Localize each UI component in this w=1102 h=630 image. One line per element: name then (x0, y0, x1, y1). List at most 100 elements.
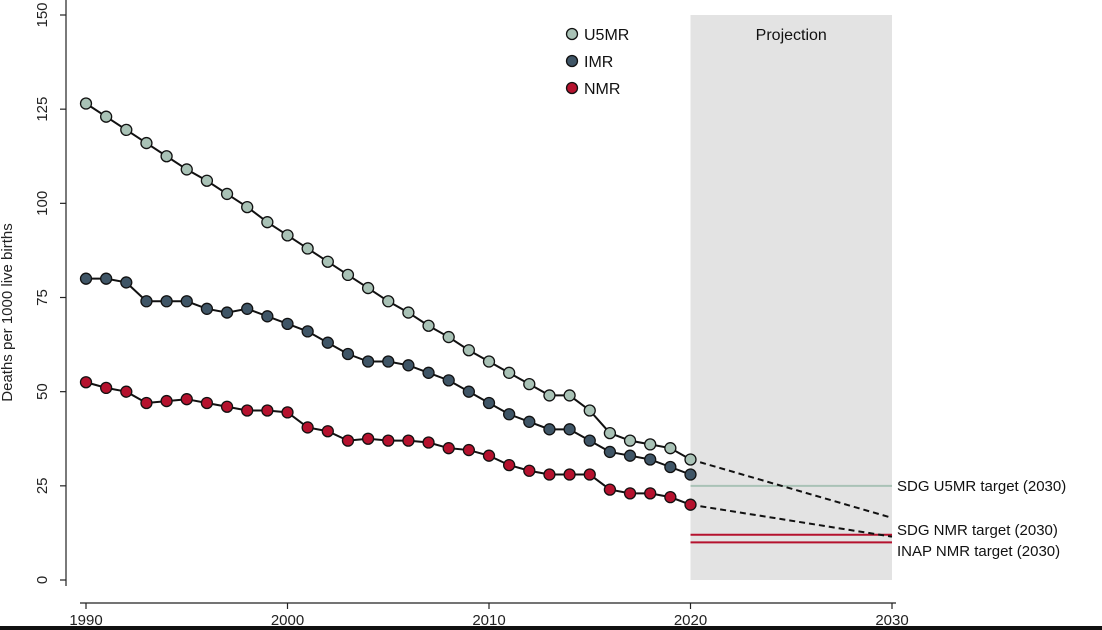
x-tick-label-2010: 2010 (472, 612, 505, 629)
y-tick-label-25: 25 (34, 477, 51, 494)
point-imr-2004 (361, 355, 375, 368)
x-tick-label-2030: 2030 (875, 612, 908, 629)
point-u5mr-2018 (644, 438, 657, 451)
point-nmr-1994 (160, 394, 173, 408)
point-imr-2005 (382, 355, 395, 368)
point-nmr-2013 (543, 468, 556, 481)
legend-marker-imr (565, 54, 579, 68)
point-nmr-2001 (301, 421, 314, 434)
y-tick-label-100: 100 (34, 191, 51, 216)
y-tick-label-0: 0 (34, 576, 51, 584)
point-nmr-2020 (684, 498, 697, 511)
y-axis-label: Deaths per 1000 live births (0, 223, 16, 401)
point-u5mr-2003 (341, 268, 355, 282)
point-imr-1995 (180, 295, 193, 308)
point-u5mr-2007 (422, 319, 435, 332)
point-u5mr-2011 (502, 366, 516, 379)
point-nmr-2003 (341, 434, 355, 447)
point-u5mr-2019 (664, 442, 677, 455)
point-imr-2012 (523, 415, 536, 428)
legend-marker-nmr (565, 81, 579, 95)
point-imr-2009 (462, 385, 476, 398)
point-u5mr-1990 (79, 97, 93, 110)
point-imr-2020 (684, 468, 697, 481)
point-nmr-2004 (361, 432, 375, 445)
point-u5mr-1994 (160, 150, 173, 163)
point-nmr-1999 (261, 404, 274, 417)
point-u5mr-1999 (261, 216, 274, 229)
point-nmr-2011 (502, 458, 516, 472)
series-line-u5mr (85, 102, 691, 461)
projection-line-u5mr (690, 458, 893, 519)
point-imr-2001 (301, 325, 314, 338)
y-tick-label-125: 125 (34, 97, 51, 122)
point-u5mr-2017 (623, 434, 637, 447)
point-nmr-2009 (462, 443, 476, 457)
point-imr-1993 (140, 295, 153, 308)
point-nmr-2016 (603, 483, 617, 496)
point-imr-2016 (603, 445, 617, 459)
point-imr-2011 (502, 408, 516, 421)
point-imr-1999 (261, 310, 274, 323)
x-tick-label-2000: 2000 (271, 612, 304, 629)
bottom-border (0, 626, 1102, 630)
point-u5mr-2012 (523, 377, 536, 391)
point-imr-1996 (200, 302, 214, 315)
point-nmr-2008 (442, 442, 455, 455)
point-nmr-2012 (523, 464, 536, 477)
projection-label: Projection (756, 27, 827, 44)
projection-region (690, 15, 892, 580)
point-u5mr-1991 (100, 110, 113, 123)
point-u5mr-2014 (563, 389, 576, 402)
legend-label-nmr: NMR (584, 81, 620, 98)
point-u5mr-1997 (220, 187, 234, 201)
point-nmr-2010 (482, 449, 496, 462)
point-u5mr-2001 (301, 242, 314, 255)
projection-line-nmr (690, 503, 893, 538)
target-label-2: INAP NMR target (2030) (897, 543, 1060, 560)
point-imr-1997 (220, 306, 234, 319)
point-imr-2003 (341, 347, 355, 361)
legend-label-imr: IMR (584, 54, 613, 71)
point-imr-1992 (120, 276, 133, 289)
x-tick-label-1990: 1990 (69, 612, 102, 629)
point-nmr-2007 (422, 436, 435, 449)
point-imr-2006 (402, 359, 415, 372)
point-nmr-1993 (140, 396, 153, 410)
x-tick-label-2020: 2020 (674, 612, 707, 629)
point-nmr-1995 (180, 393, 193, 406)
point-imr-2010 (482, 396, 496, 410)
point-u5mr-1996 (200, 174, 214, 187)
point-u5mr-2009 (462, 344, 476, 357)
point-u5mr-2005 (382, 295, 395, 308)
point-nmr-2000 (281, 406, 294, 419)
point-imr-2002 (321, 336, 334, 349)
point-nmr-2015 (583, 468, 596, 481)
point-nmr-2014 (563, 468, 576, 481)
point-imr-2000 (281, 317, 294, 331)
point-imr-2013 (543, 423, 556, 436)
point-imr-2008 (442, 374, 455, 387)
legend-marker-u5mr (565, 27, 579, 41)
point-u5mr-2013 (543, 389, 556, 402)
y-tick-label-75: 75 (34, 289, 51, 306)
point-nmr-1997 (220, 400, 234, 413)
point-u5mr-2010 (482, 355, 496, 368)
point-imr-1994 (160, 295, 173, 308)
point-imr-1990 (79, 272, 93, 285)
point-u5mr-2015 (583, 404, 596, 417)
point-nmr-1996 (200, 396, 214, 410)
point-nmr-2006 (402, 434, 415, 447)
point-u5mr-2008 (442, 330, 455, 344)
y-tick-label-50: 50 (34, 383, 51, 400)
y-tick-label-150: 150 (34, 2, 51, 27)
point-imr-2019 (664, 460, 677, 474)
point-nmr-1992 (120, 385, 133, 398)
point-imr-2017 (623, 449, 637, 462)
point-imr-1991 (100, 272, 113, 285)
point-u5mr-1998 (241, 200, 254, 214)
point-nmr-1990 (79, 376, 93, 389)
legend-label-u5mr: U5MR (584, 27, 629, 44)
point-u5mr-2004 (361, 281, 375, 295)
